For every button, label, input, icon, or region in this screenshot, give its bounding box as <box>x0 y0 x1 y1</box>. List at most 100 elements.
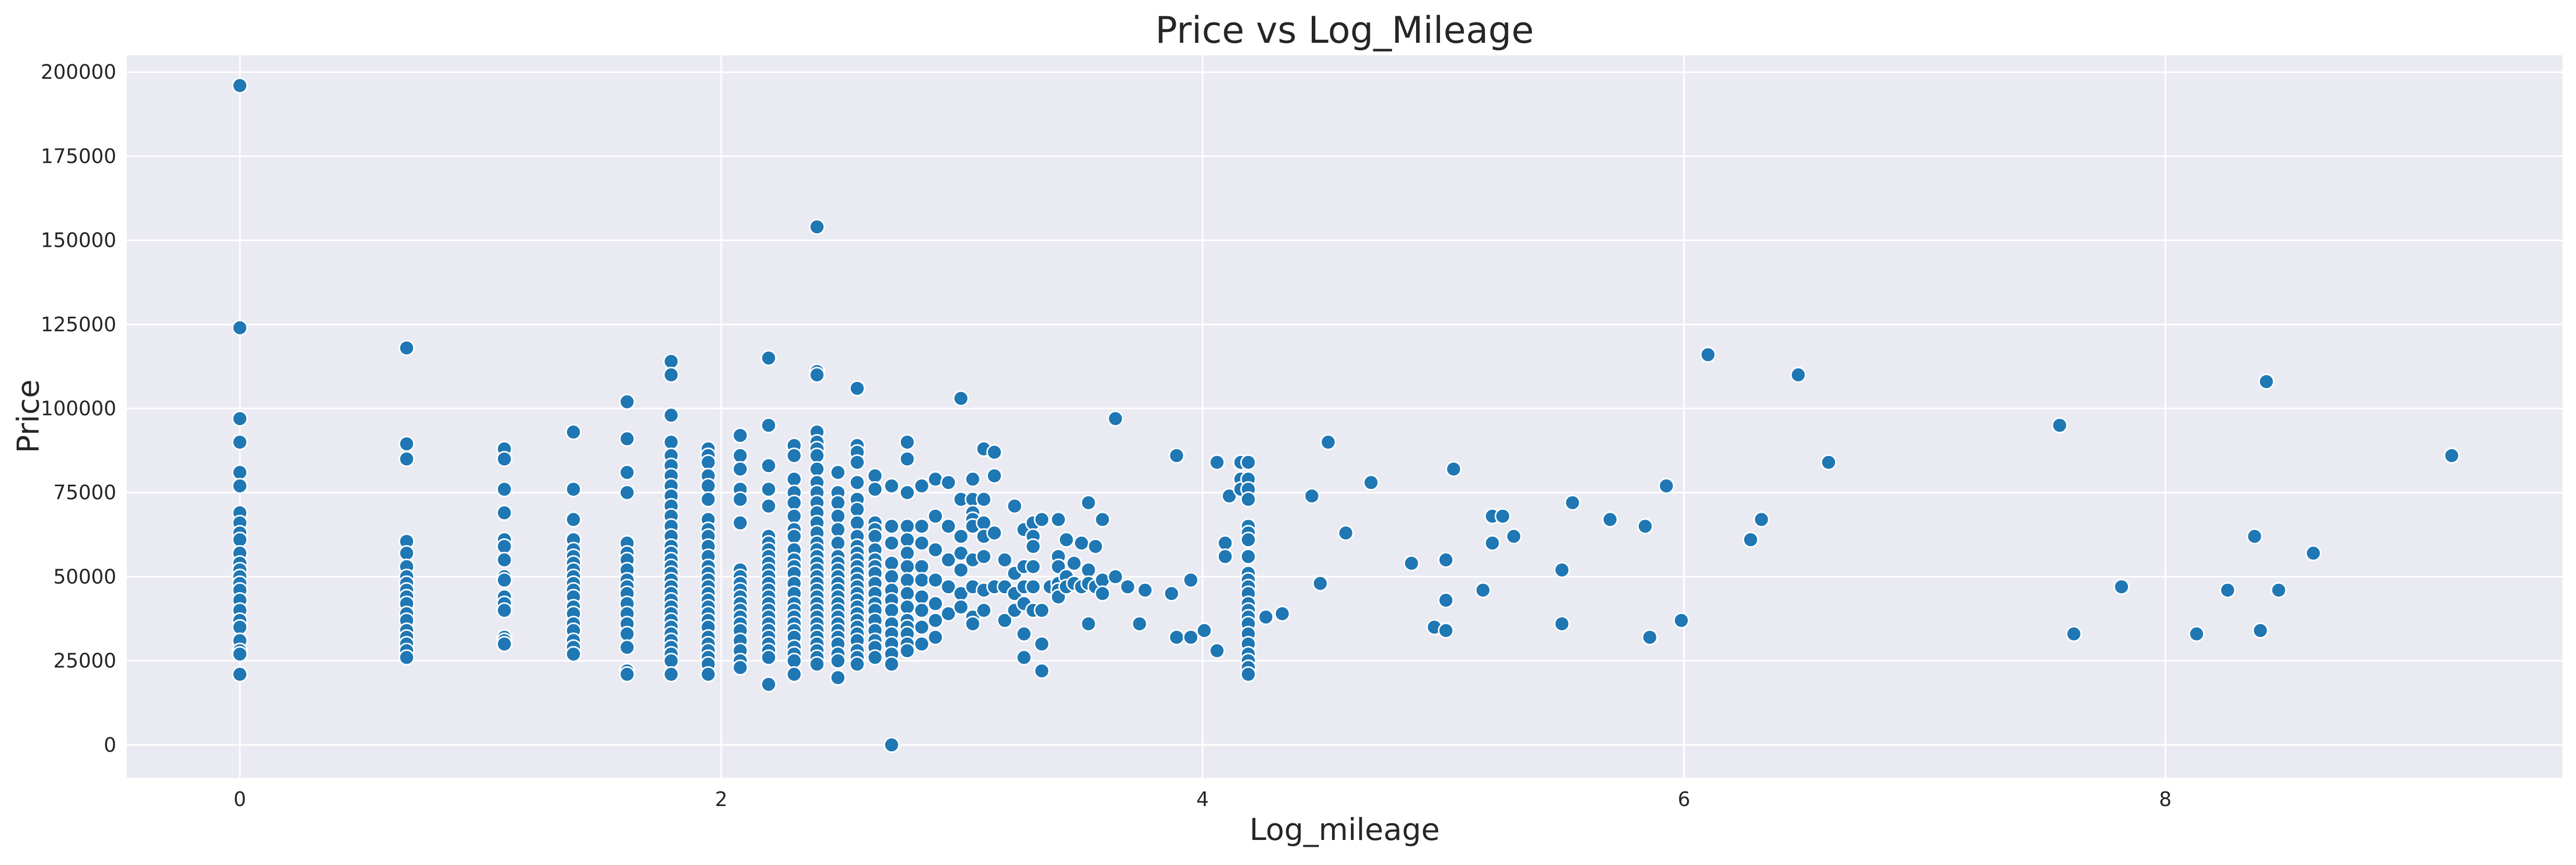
data-point <box>975 548 992 565</box>
data-point <box>1058 531 1075 548</box>
data-point <box>1437 551 1454 568</box>
data-point <box>1363 474 1380 491</box>
data-point <box>849 656 866 672</box>
data-point <box>619 430 635 447</box>
data-point <box>1637 518 1653 535</box>
data-point <box>398 436 415 452</box>
data-point <box>398 545 415 561</box>
data-point <box>808 461 825 477</box>
data-point <box>1015 649 1032 666</box>
data-point <box>927 629 944 645</box>
data-point <box>1136 582 1153 598</box>
data-point <box>2305 545 2321 561</box>
y-tick-label: 50000 <box>53 565 116 588</box>
data-point <box>2270 582 2287 598</box>
data-point <box>899 598 916 615</box>
data-point <box>700 454 717 471</box>
data-point <box>232 619 248 635</box>
data-point <box>2065 626 2082 642</box>
data-point <box>849 380 866 397</box>
data-point <box>1073 535 1090 551</box>
data-point <box>1196 622 1213 639</box>
data-point <box>2258 373 2275 390</box>
data-point <box>1015 626 1032 642</box>
data-point <box>830 495 846 511</box>
data-point <box>1445 461 1462 477</box>
data-point <box>927 595 944 612</box>
data-point <box>232 77 248 94</box>
data-point <box>1437 622 1454 639</box>
data-point <box>952 598 969 615</box>
data-point <box>663 434 680 451</box>
data-point <box>619 464 635 481</box>
data-point <box>899 545 916 561</box>
data-point <box>700 477 717 494</box>
y-tick-label: 25000 <box>53 650 116 672</box>
data-point <box>398 451 415 467</box>
data-point <box>232 319 248 336</box>
y-tick-label: 175000 <box>41 145 116 167</box>
data-point <box>899 558 916 575</box>
data-point <box>1240 454 1256 471</box>
data-point <box>927 508 944 524</box>
data-point <box>964 471 981 487</box>
data-point <box>1094 585 1111 602</box>
data-point <box>760 498 777 514</box>
data-point <box>1240 666 1256 682</box>
data-point <box>1474 582 1491 598</box>
data-point <box>1182 629 1199 645</box>
data-point <box>565 646 582 663</box>
data-point <box>1700 346 1716 363</box>
data-point <box>830 508 846 524</box>
y-axis-label: Price <box>10 379 46 453</box>
data-point <box>760 649 777 666</box>
data-point <box>496 538 513 555</box>
data-point <box>952 528 969 545</box>
data-point <box>760 350 777 366</box>
data-point <box>899 642 916 659</box>
data-point <box>786 447 803 464</box>
data-point <box>1753 511 1770 528</box>
data-point <box>760 481 777 498</box>
data-point <box>732 461 748 477</box>
data-point <box>786 508 803 524</box>
data-point <box>1094 511 1111 528</box>
y-tick-label: 75000 <box>53 481 116 504</box>
data-point <box>1240 548 1256 565</box>
data-point <box>232 434 248 451</box>
y-tick-label: 100000 <box>41 397 116 420</box>
data-point <box>1484 535 1501 551</box>
data-point <box>1554 616 1570 632</box>
chart-title: Price vs Log_Mileage <box>1155 9 1534 52</box>
x-tick-label: 6 <box>1678 788 1690 811</box>
data-point <box>760 676 777 693</box>
data-point <box>1240 531 1256 548</box>
data-point <box>1217 535 1233 551</box>
data-point <box>663 666 680 682</box>
data-point <box>1602 511 1618 528</box>
data-point <box>565 511 582 528</box>
y-tick-label: 125000 <box>41 313 116 336</box>
data-point <box>940 605 957 622</box>
data-point <box>663 367 680 383</box>
x-axis-label: Log_mileage <box>1249 812 1440 847</box>
data-point <box>398 649 415 666</box>
x-tick-label: 4 <box>1196 788 1209 811</box>
data-point <box>700 491 717 508</box>
data-point <box>700 666 717 682</box>
data-point <box>867 649 884 666</box>
data-point <box>1168 447 1185 464</box>
data-point <box>398 340 415 356</box>
data-point <box>2051 417 2068 434</box>
data-point <box>1208 454 1225 471</box>
data-point <box>496 504 513 521</box>
x-tick-labels: 0 2 4 6 8 <box>234 788 2172 811</box>
data-point <box>808 447 825 464</box>
data-point <box>786 471 803 487</box>
data-point <box>940 474 957 491</box>
data-point <box>1080 562 1097 579</box>
data-point <box>830 669 846 686</box>
data-point <box>1641 629 1658 645</box>
data-point <box>913 635 930 652</box>
